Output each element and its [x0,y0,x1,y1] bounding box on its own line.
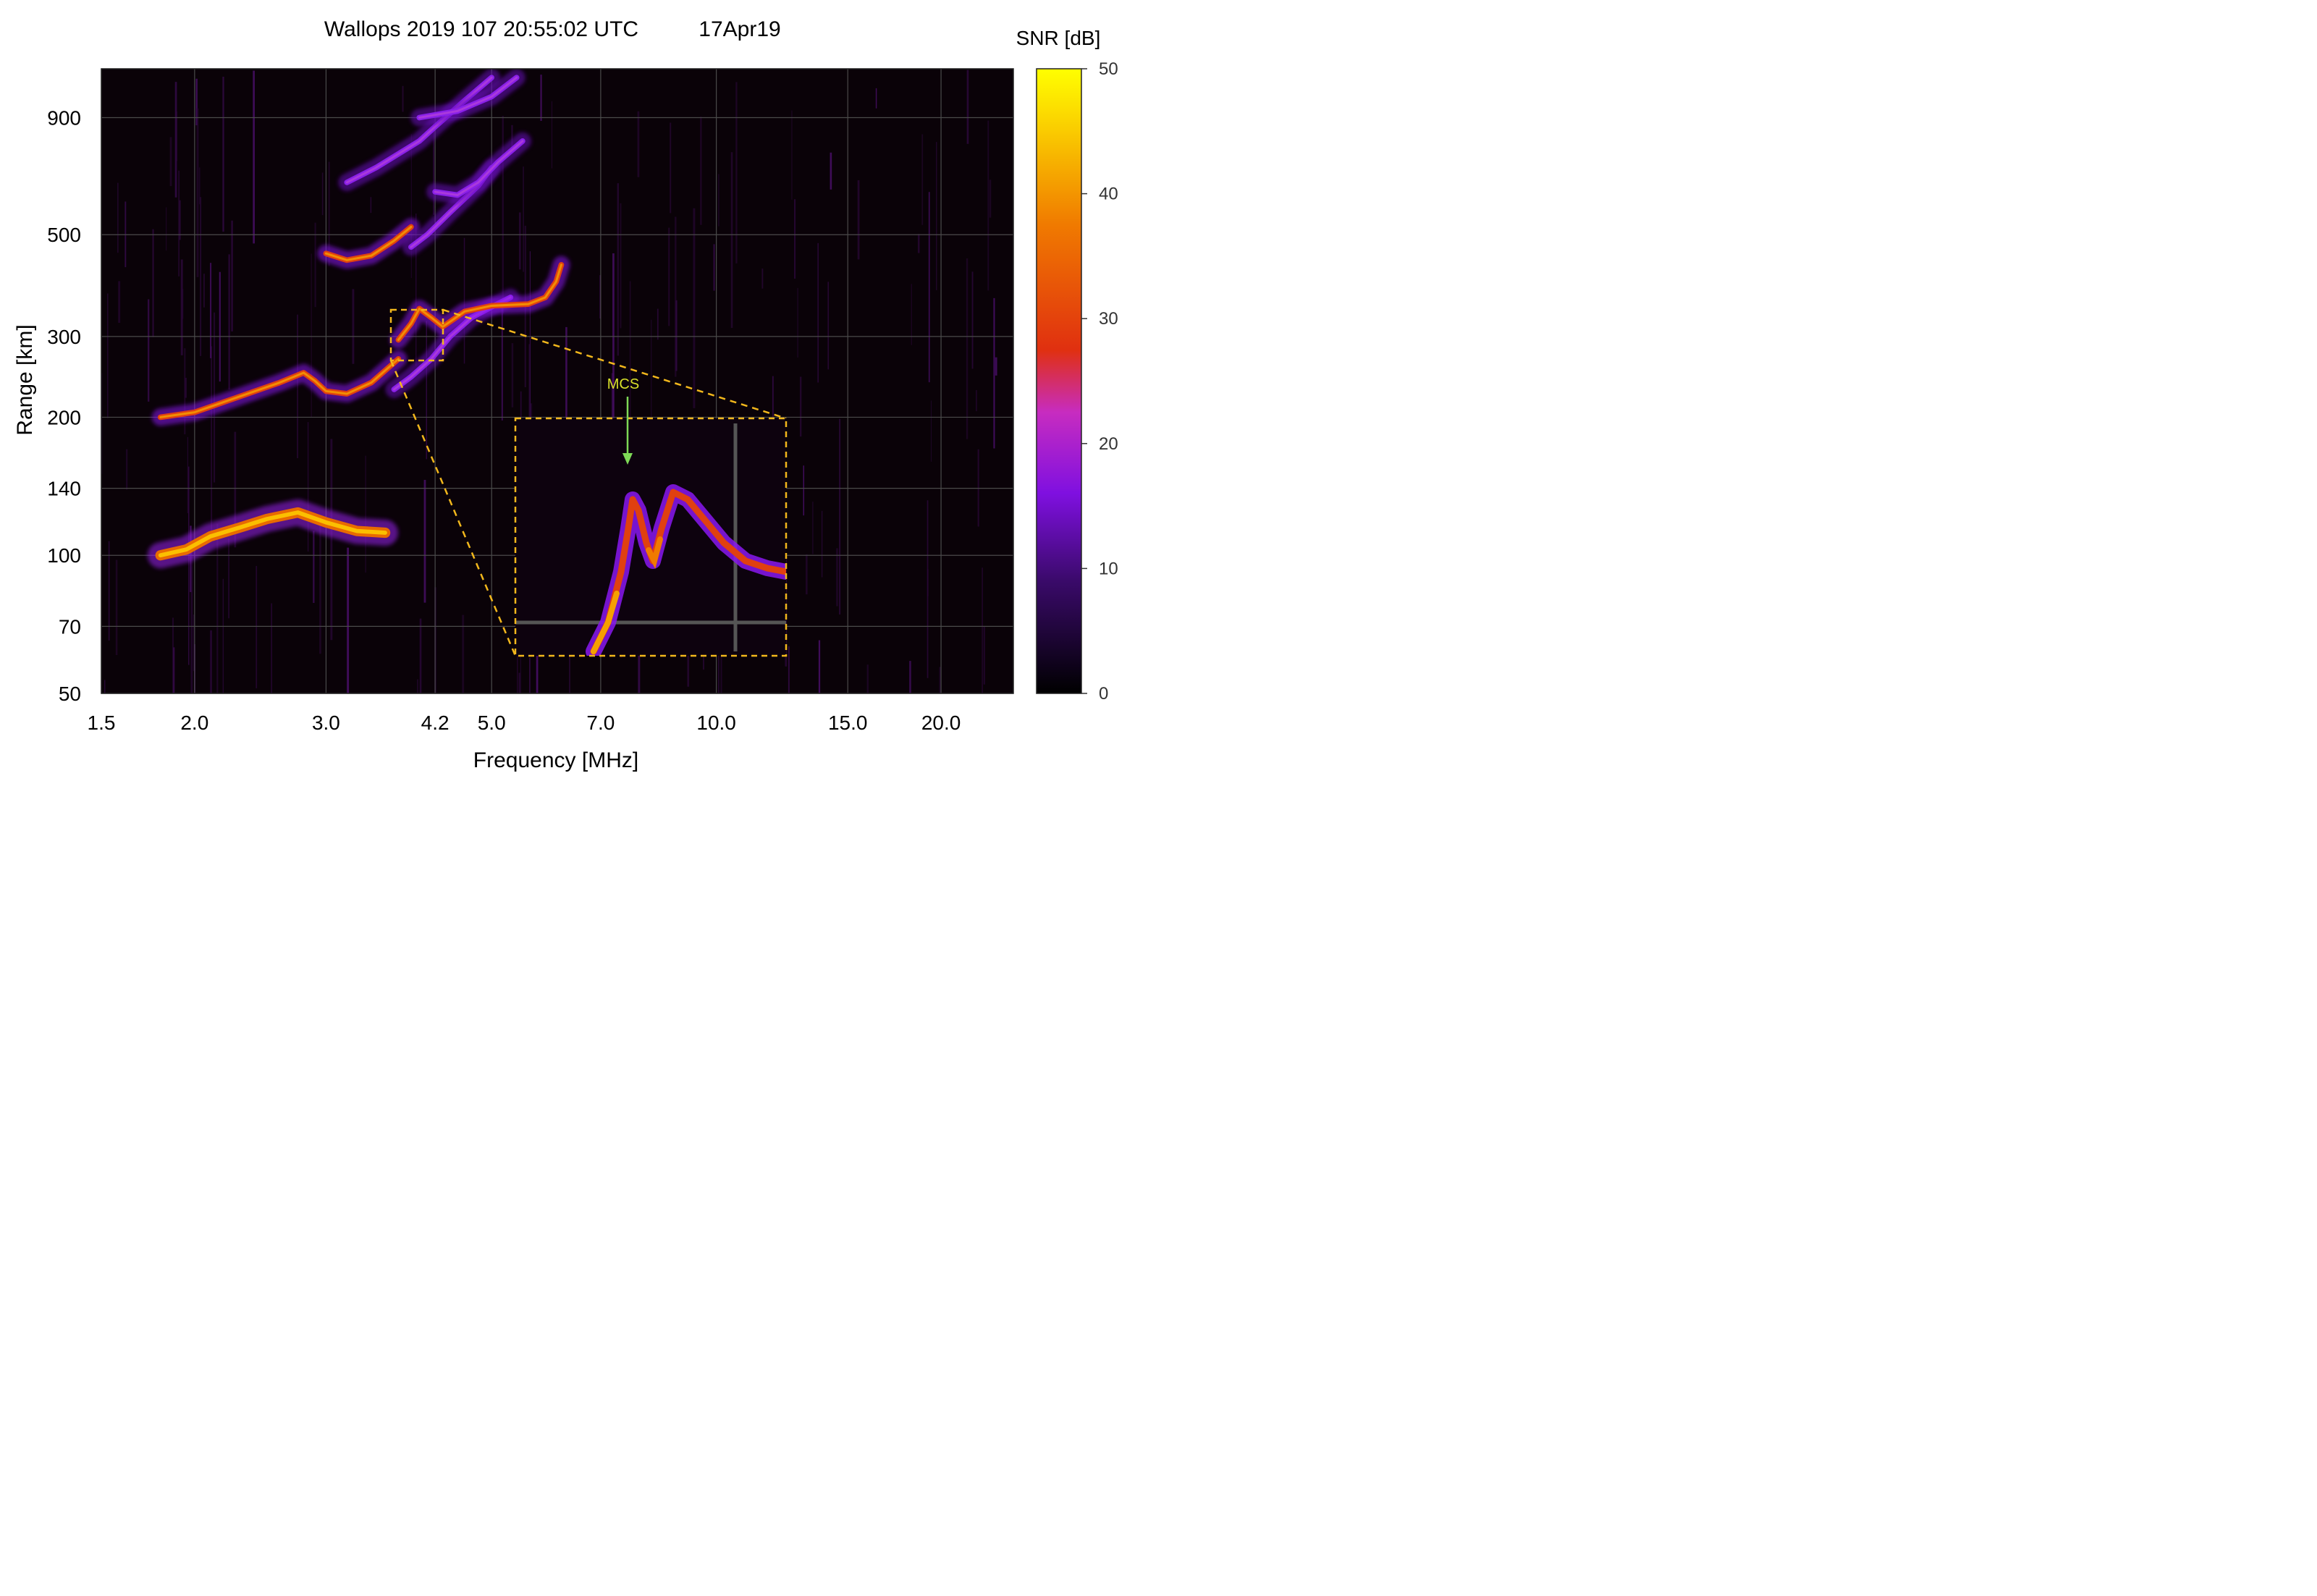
x-tick-labels: 1.5 2.0 3.0 4.2 5.0 7.0 10.0 15.0 20.0 [88,712,961,734]
ionogram-chart: Wallops 2019 107 20:55:02 UTC 17Apr19 MC… [13,17,1118,772]
mcs-arrow-head [622,453,633,465]
y-tick-labels: 50 70 100 140 200 300 500 900 [47,106,81,705]
y-tick-label: 100 [47,544,81,567]
echo-trace-core [397,263,563,342]
y-tick-label: 500 [47,224,81,246]
chart-title: Wallops 2019 107 20:55:02 UTC [324,17,638,41]
chart-date: 17Apr19 [699,17,780,41]
y-tick-label: 300 [47,326,81,348]
colorbar-tick-label: 0 [1099,684,1108,704]
echo-trace-core [418,76,518,119]
zoom-source-box [389,308,444,362]
echo-trace-core [159,358,400,418]
x-tick-label: 10.0 [696,712,736,734]
zoom-callout: MCS [389,308,788,657]
y-tick-label: 200 [47,406,81,428]
colorbar-tick-label: 20 [1099,434,1118,454]
zoom-inset-content [515,423,786,656]
echo-trace-core [158,510,387,558]
x-tick-label: 20.0 [921,712,961,734]
plot-frame [101,68,1014,694]
x-tick-label: 1.5 [88,712,116,734]
x-tick-label: 2.0 [180,712,208,734]
colorbar-tick-label: 30 [1099,309,1118,329]
y-tick-label: 140 [47,478,81,500]
colorbar-ticks: 0 10 20 30 40 50 [1081,59,1118,704]
y-axis-label: Range [km] [13,324,37,435]
y-tick-label: 70 [59,615,81,638]
x-tick-label: 7.0 [586,712,615,734]
colorbar-gradient [1036,68,1082,694]
colorbar-tick-label: 50 [1099,59,1118,79]
echo-trace-core [434,140,524,197]
colorbar-label: SNR [dB] [1016,27,1101,49]
mcs-label: MCS [607,376,639,392]
echo-traces [147,69,570,569]
colorbar-tick-label: 40 [1099,185,1118,204]
x-tick-label: 5.0 [478,712,506,734]
x-tick-label: 15.0 [828,712,868,734]
y-tick-label: 50 [59,683,81,705]
x-tick-label: 4.2 [421,712,450,734]
colorbar-tick-label: 10 [1099,559,1118,578]
zoom-connector-top [442,308,787,420]
echo-trace-core [324,225,413,261]
x-tick-label: 3.0 [312,712,340,734]
x-axis-label: Frequency [MHz] [473,748,638,772]
zoom-connector-bottom [389,360,517,656]
colorbar: SNR [dB] 0 10 20 30 40 50 [1016,27,1118,704]
y-tick-label: 900 [47,106,81,129]
zoom-inset-border [514,417,788,657]
